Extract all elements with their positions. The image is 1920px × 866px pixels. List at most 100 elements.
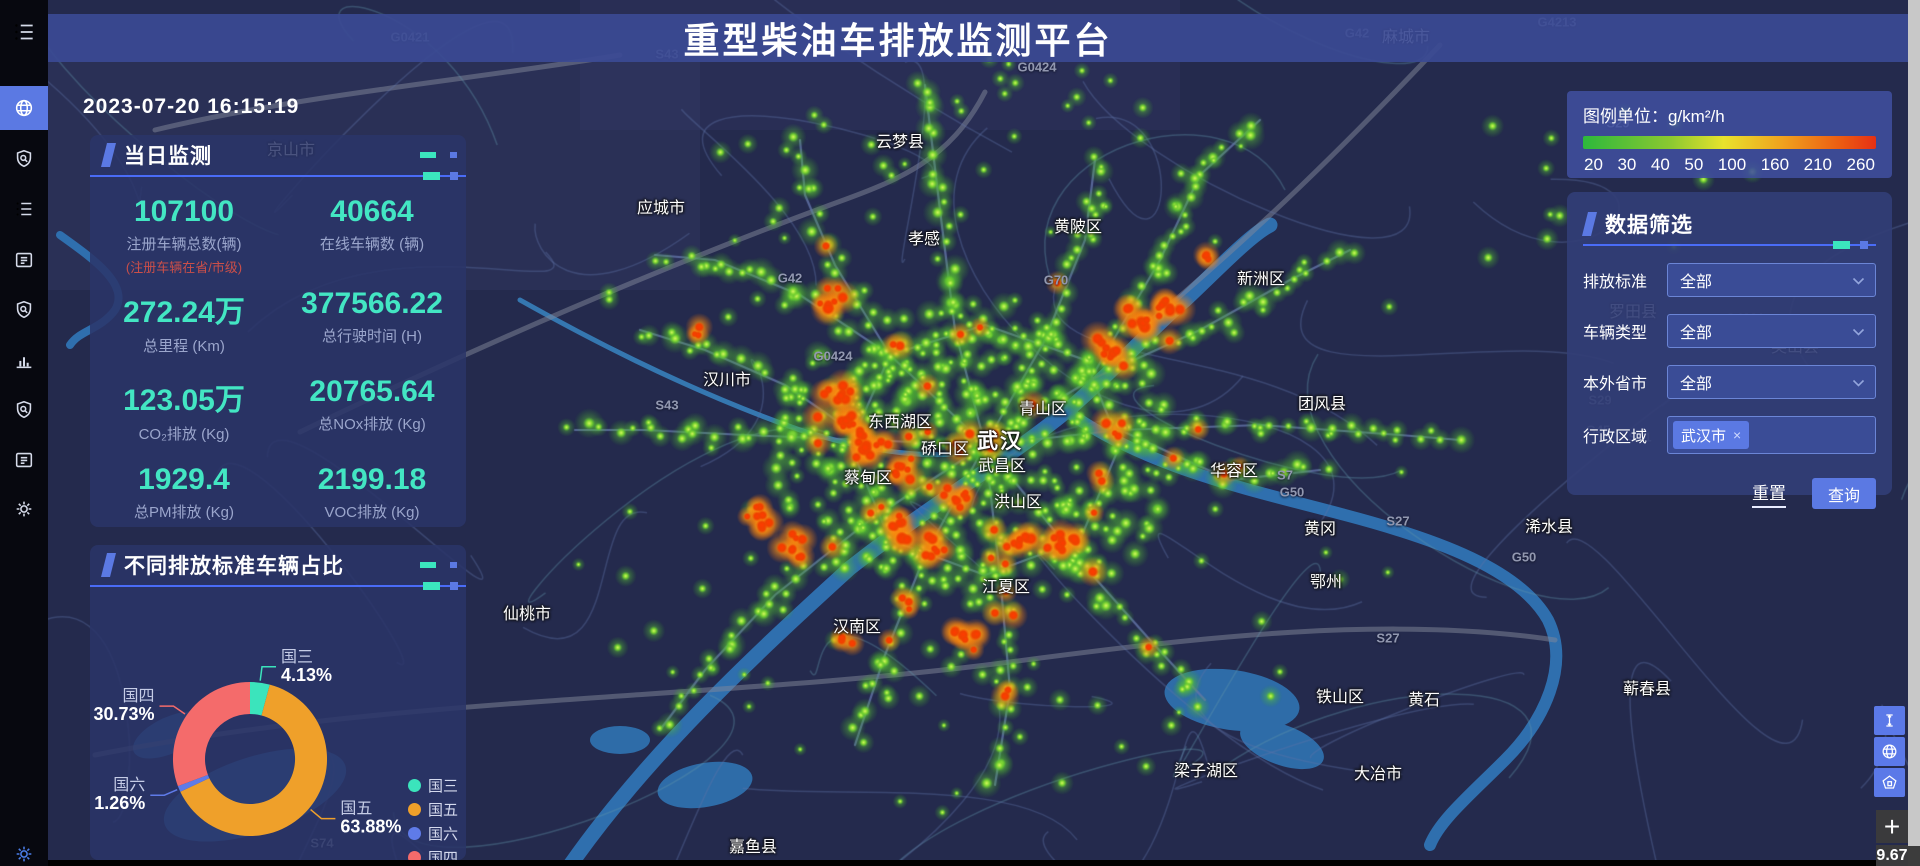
measure-icon <box>1886 714 1893 727</box>
region-tags-input[interactable]: 武汉市 × <box>1667 416 1876 454</box>
legend-gradient-bar <box>1583 136 1876 149</box>
legend-dot <box>408 802 421 816</box>
donut-leader-line <box>310 809 336 820</box>
shield-search-icon <box>16 300 32 319</box>
stat-label: 总PM排放 (Kg) <box>133 504 234 521</box>
donut-label-percent: 30.73% <box>93 704 154 724</box>
filter-row-3: 行政区域 武汉市 × <box>1583 416 1876 454</box>
filter-panel-title-row: 数据筛选 <box>1582 204 1876 244</box>
region-tag: 武汉市 × <box>1673 421 1750 449</box>
stat-value: 40664 <box>330 195 414 228</box>
document-list-icon <box>15 252 33 268</box>
filter-row-0: 排放标准 全部 <box>1583 263 1876 297</box>
donut-slice-国三[interactable] <box>250 682 270 716</box>
sidebar-item-6-bar-chart-icon[interactable] <box>0 338 48 382</box>
zoom-in-button[interactable]: + <box>1876 810 1908 843</box>
stat-value: 1929.4 <box>138 463 230 496</box>
sidebar-item-7-shield-search-icon[interactable] <box>0 388 48 432</box>
sidebar-item-5-shield-search-icon[interactable] <box>0 288 48 332</box>
legend-tick: 40 <box>1650 155 1670 174</box>
sidebar-bottom-gear-icon[interactable] <box>0 832 48 866</box>
filter-panel-title: 数据筛选 <box>1605 214 1693 237</box>
sidebar-item-4-document-list-icon[interactable] <box>0 238 48 282</box>
panel-underline <box>1583 241 1876 249</box>
stat-label: CO₂排放 (Kg) <box>138 426 230 443</box>
title-slash-decoration <box>101 553 116 577</box>
standards-panel-title-row: 不同排放标准车辆占比 <box>90 545 466 585</box>
stat-label: 总NOx排放 (Kg) <box>318 416 426 433</box>
donut-legend: 国三国五 国六国四 <box>408 773 458 860</box>
legend-tick: 100 <box>1717 155 1747 174</box>
stat-label: VOC排放 (Kg) <box>324 504 420 521</box>
donut-legend-item-国四[interactable]: 国四 <box>408 845 458 860</box>
select-本外省市[interactable]: 全部 <box>1667 365 1876 399</box>
chevron-down-icon <box>1852 328 1865 336</box>
map-control-building-layer-icon[interactable] <box>1874 768 1905 797</box>
donut-label-name: 国五 <box>340 801 372 818</box>
panel-underline <box>90 582 466 590</box>
reset-button[interactable]: 重置 <box>1752 479 1786 508</box>
legend-tick: 30 <box>1617 155 1637 174</box>
stat-value: 123.05万 <box>123 384 245 417</box>
stat-value: 107100 <box>133 195 235 228</box>
page-title: 重型柴油车排放监测平台 <box>683 20 1113 61</box>
map-control-globe-icon[interactable] <box>1874 737 1905 766</box>
app-header: 重型柴油车排放监测平台 <box>48 14 1908 62</box>
zoom-level-indicator: 9.67 <box>1876 845 1908 866</box>
stat-2: 272.24万总里程 (Km) <box>90 287 278 375</box>
stat-label: 总里程 (Km) <box>143 338 225 355</box>
select-value: 全部 <box>1680 274 1713 291</box>
bar-chart-icon <box>16 357 32 369</box>
stat-3: 377566.22 总行驶时间 (H) <box>278 287 466 375</box>
legend-dot <box>408 778 421 792</box>
legend-tick: 160 <box>1760 155 1790 174</box>
vertical-scrollbar[interactable] <box>1908 0 1920 866</box>
select-车辆类型[interactable]: 全部 <box>1667 314 1876 348</box>
stat-value: 272.24万 <box>123 296 245 329</box>
legend-label: 国四 <box>428 849 459 861</box>
sidebar-item-2-shield-search-icon[interactable] <box>0 137 48 181</box>
donut-legend-item-国三[interactable]: 国三 <box>408 773 458 797</box>
sidebar-item-1-globe-icon[interactable] <box>0 86 48 130</box>
sidebar-item-0-menu-icon[interactable] <box>0 10 48 54</box>
stat-value: 377566.22 <box>301 287 443 320</box>
shield-search-icon <box>16 149 32 168</box>
sidebar-item-3-list-icon[interactable] <box>0 187 48 231</box>
donut-legend-item-国五[interactable]: 国五 <box>408 797 458 821</box>
stat-6: 1929.4 总PM排放 (Kg) <box>90 463 278 551</box>
query-button[interactable]: 查询 <box>1812 478 1876 509</box>
globe-icon <box>15 99 33 117</box>
remove-tag-icon[interactable]: × <box>1733 427 1742 443</box>
resize-grip <box>1908 846 1920 866</box>
select-排放标准[interactable]: 全部 <box>1667 263 1876 297</box>
donut-slice-国六[interactable] <box>177 774 210 792</box>
filter-buttons-row: 重置 查询 <box>1583 478 1876 509</box>
sidebar-item-9-gear-icon[interactable] <box>0 487 48 531</box>
donut-slice-国五[interactable] <box>180 684 328 837</box>
standards-panel-title: 不同排放标准车辆占比 <box>124 555 344 578</box>
stat-7: 2199.18 VOC排放 (Kg) <box>278 463 466 551</box>
building-layer-icon <box>1882 775 1897 789</box>
emission-standards-panel: 不同排放标准车辆占比 国三 4.13% 国五 63.88% 国六 1.26% 国四 30.73… <box>90 545 466 860</box>
daily-panel-title-row: 当日监测 <box>90 135 466 175</box>
map-control-measure-icon[interactable] <box>1874 706 1905 735</box>
daily-panel-title: 当日监测 <box>124 145 212 168</box>
legend-label: 国三 <box>428 777 459 795</box>
chevron-down-icon <box>1852 277 1865 285</box>
legend-dot <box>408 850 421 860</box>
title-slash-decoration <box>1582 212 1597 236</box>
donut-slice-国四[interactable] <box>172 682 250 787</box>
sidebar-item-8-document-list-icon[interactable] <box>0 438 48 482</box>
heatmap-legend-panel: 图例单位：g/km²/h 20 30 40 50 100 160 210 260 <box>1567 91 1892 178</box>
stat-5: 20765.64 总NOx排放 (Kg) <box>278 375 466 463</box>
legend-tick: 260 <box>1846 155 1875 174</box>
daily-monitor-panel: 当日监测 107100 注册车辆总数(辆) (注册车辆在省/市级) 40664 在线车辆… <box>90 135 466 527</box>
stat-0: 107100 注册车辆总数(辆) (注册车辆在省/市级) <box>90 195 278 287</box>
filter-label: 行政区域 <box>1583 429 1648 446</box>
list-icon <box>16 202 32 216</box>
donut-label-percent: 1.26% <box>94 793 145 813</box>
title-dash-decoration <box>420 152 436 158</box>
donut-legend-item-国六[interactable]: 国六 <box>408 821 458 845</box>
